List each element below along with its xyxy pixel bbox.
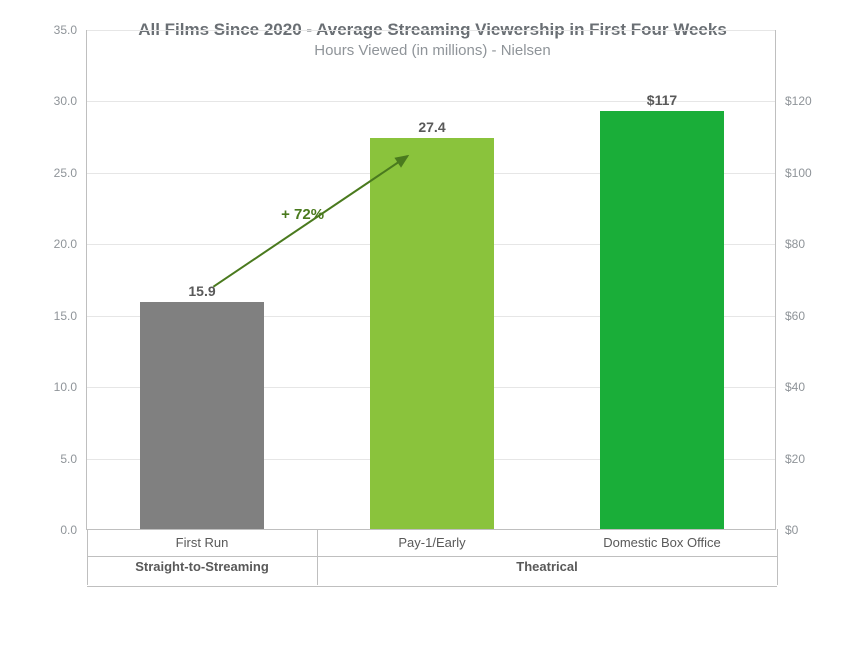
- plot-inner: 0.05.010.015.020.025.030.035.0$0$20$40$6…: [87, 30, 775, 529]
- ytick-left: 10.0: [54, 380, 87, 394]
- group-divider: [777, 529, 778, 585]
- bar: [140, 302, 264, 529]
- ytick-left: 35.0: [54, 23, 87, 37]
- ytick-left: 20.0: [54, 237, 87, 251]
- bar-value-label: $117: [600, 92, 724, 108]
- x-axis-label: First Run: [82, 529, 322, 550]
- gridline: [87, 30, 775, 31]
- bar: [600, 111, 724, 529]
- chart-container: All Films Since 2020 - Average Streaming…: [0, 0, 865, 646]
- ytick-left: 30.0: [54, 94, 87, 108]
- bar: [370, 138, 494, 529]
- group-divider: [317, 529, 318, 585]
- group-divider: [87, 529, 88, 585]
- x-axis-label: Domestic Box Office: [542, 529, 782, 550]
- bar-value-label: 27.4: [370, 119, 494, 135]
- ytick-right: $80: [775, 237, 805, 251]
- ytick-left: 5.0: [60, 452, 87, 466]
- bar-value-label: 15.9: [140, 283, 264, 299]
- group-label: Theatrical: [317, 559, 777, 574]
- group-row-mid-line: [87, 556, 777, 557]
- group-label: Straight-to-Streaming: [87, 559, 317, 574]
- group-row-baseline: [87, 586, 777, 587]
- annotation-text: + 72%: [281, 206, 324, 223]
- ytick-right: $100: [775, 166, 812, 180]
- ytick-right: $40: [775, 380, 805, 394]
- ytick-left: 25.0: [54, 166, 87, 180]
- x-axis-label: Pay-1/Early: [312, 529, 552, 550]
- ytick-left: 15.0: [54, 309, 87, 323]
- plot-area: 0.05.010.015.020.025.030.035.0$0$20$40$6…: [86, 30, 776, 530]
- ytick-right: $20: [775, 452, 805, 466]
- ytick-right: $60: [775, 309, 805, 323]
- ytick-right: $120: [775, 94, 812, 108]
